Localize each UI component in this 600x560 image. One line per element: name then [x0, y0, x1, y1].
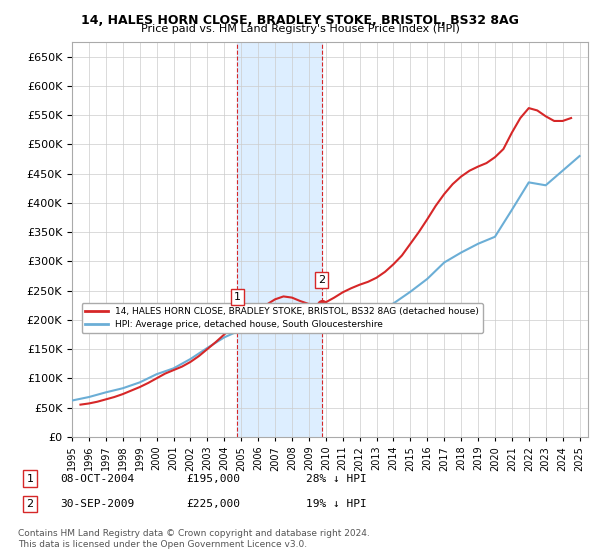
Text: Price paid vs. HM Land Registry's House Price Index (HPI): Price paid vs. HM Land Registry's House … — [140, 24, 460, 34]
Text: 1: 1 — [26, 474, 34, 484]
Text: 30-SEP-2009: 30-SEP-2009 — [60, 499, 134, 509]
Legend: 14, HALES HORN CLOSE, BRADLEY STOKE, BRISTOL, BS32 8AG (detached house), HPI: Av: 14, HALES HORN CLOSE, BRADLEY STOKE, BRI… — [82, 303, 482, 333]
Text: 2: 2 — [318, 275, 325, 284]
Bar — [237, 42, 322, 437]
Text: £225,000: £225,000 — [186, 499, 240, 509]
Text: 14, HALES HORN CLOSE, BRADLEY STOKE, BRISTOL, BS32 8AG: 14, HALES HORN CLOSE, BRADLEY STOKE, BRI… — [81, 14, 519, 27]
Text: 08-OCT-2004: 08-OCT-2004 — [60, 474, 134, 484]
Text: 19% ↓ HPI: 19% ↓ HPI — [306, 499, 367, 509]
Text: 28% ↓ HPI: 28% ↓ HPI — [306, 474, 367, 484]
Text: £195,000: £195,000 — [186, 474, 240, 484]
Text: 1: 1 — [234, 292, 241, 302]
Text: Contains HM Land Registry data © Crown copyright and database right 2024.
This d: Contains HM Land Registry data © Crown c… — [18, 529, 370, 549]
Text: 2: 2 — [26, 499, 34, 509]
